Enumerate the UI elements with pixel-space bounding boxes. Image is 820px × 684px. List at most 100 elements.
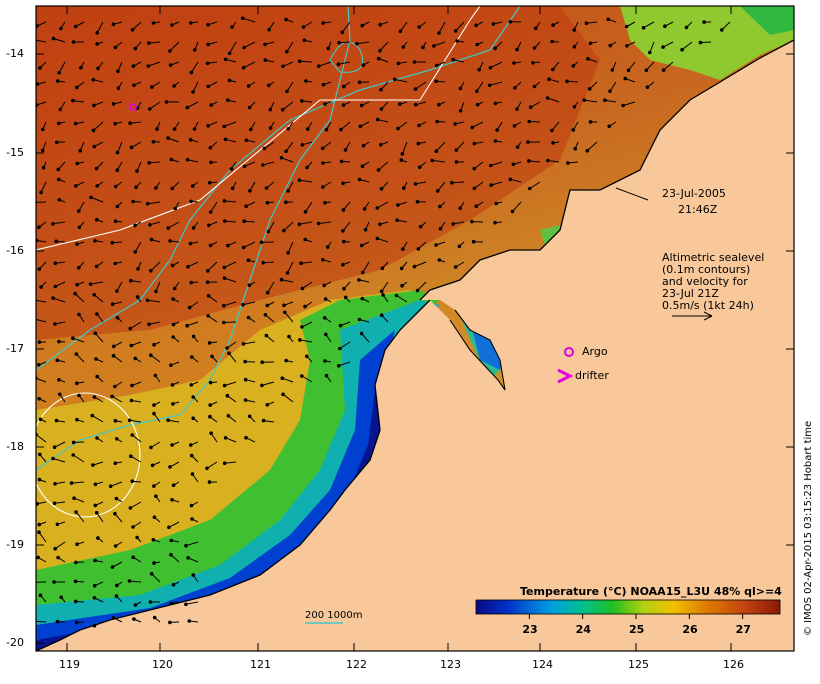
velocity-arrow-head — [208, 342, 211, 345]
velocity-arrow-head — [169, 50, 172, 53]
velocity-arrow-head — [285, 150, 288, 153]
velocity-arrow-head — [224, 437, 227, 440]
velocity-arrow-head — [454, 30, 457, 33]
velocity-arrow-head — [287, 190, 290, 193]
velocity-arrow-head — [512, 163, 515, 166]
velocity-arrow-head — [156, 128, 159, 131]
velocity-arrow-head — [583, 99, 586, 102]
datetime-time: 21:46Z — [678, 204, 717, 216]
velocity-arrow-head — [223, 384, 226, 387]
velocity-arrow-head — [649, 51, 652, 54]
velocity-arrow-head — [132, 200, 135, 203]
velocity-arrow-head — [402, 46, 405, 49]
datetime-date: 23-Jul-2005 — [662, 188, 726, 200]
velocity-arrow-head — [174, 207, 177, 210]
velocity-arrow-head — [129, 507, 132, 510]
velocity-arrow-head — [56, 523, 59, 526]
velocity-arrow-head — [112, 23, 115, 26]
velocity-arrow-head — [228, 52, 231, 55]
velocity-arrow-head — [642, 26, 645, 29]
velocity-arrow-head — [207, 295, 210, 298]
velocity-arrow-head — [111, 241, 114, 244]
velocity-arrow-head — [54, 262, 57, 265]
velocity-arrow-head — [173, 85, 176, 88]
velocity-arrow-head — [362, 271, 365, 274]
velocity-arrow-head — [566, 80, 569, 83]
velocity-arrow-head — [210, 104, 213, 107]
bathymetry-legend-label: 200 1000m — [305, 610, 362, 622]
velocity-arrow-head — [147, 65, 150, 68]
velocity-arrow-head — [96, 437, 99, 440]
velocity-arrow-head — [38, 523, 41, 526]
lon-label: 126 — [723, 658, 744, 671]
velocity-arrow-head — [471, 126, 474, 129]
velocity-arrow-head — [342, 230, 345, 233]
velocity-arrow-head — [401, 284, 404, 287]
velocity-arrow-head — [172, 336, 175, 339]
velocity-arrow-head — [148, 323, 151, 326]
velocity-arrow-head — [53, 502, 56, 505]
velocity-arrow-head — [395, 294, 398, 297]
velocity-arrow-head — [325, 333, 328, 336]
velocity-arrow-head — [573, 106, 576, 109]
velocity-arrow-head — [458, 245, 461, 248]
velocity-arrow-head — [344, 149, 347, 152]
velocity-arrow-head — [207, 315, 210, 318]
velocity-arrow-head — [516, 48, 519, 51]
velocity-arrow-head — [509, 21, 512, 24]
velocity-arrow-head — [76, 86, 79, 89]
velocity-arrow-head — [186, 106, 189, 109]
velocity-arrow-head — [190, 22, 193, 25]
velocity-arrow-head — [223, 321, 226, 324]
velocity-arrow-head — [299, 339, 302, 342]
velocity-arrow-head — [92, 78, 95, 81]
velocity-arrow-head — [262, 261, 265, 264]
velocity-arrow-head — [339, 347, 342, 350]
velocity-arrow-head — [322, 259, 325, 262]
velocity-arrow-head — [223, 125, 226, 128]
velocity-arrow-head — [572, 129, 575, 132]
velocity-arrow-head — [169, 466, 172, 469]
velocity-arrow-head — [134, 357, 137, 360]
velocity-arrow-head — [91, 414, 94, 417]
velocity-arrow-head — [281, 108, 284, 111]
velocity-arrow-head — [170, 553, 173, 556]
velocity-arrow-head — [376, 118, 379, 121]
velocity-arrow-head — [397, 204, 400, 207]
velocity-arrow-head — [114, 385, 117, 388]
velocity-arrow-head — [587, 58, 590, 61]
velocity-arrow-head — [266, 291, 269, 294]
velocity-arrow-head — [75, 185, 78, 188]
velocity-arrow-head — [131, 29, 134, 32]
velocity-arrow-head — [155, 187, 158, 190]
velocity-arrow-head — [58, 71, 61, 74]
velocity-arrow-head — [53, 581, 56, 584]
colorbar-tick-label: 25 — [629, 623, 644, 636]
velocity-arrow-head — [129, 122, 132, 125]
velocity-arrow-head — [207, 24, 210, 27]
velocity-arrow-head — [133, 84, 136, 87]
velocity-arrow-head — [165, 101, 168, 104]
velocity-arrow-head — [130, 344, 133, 347]
velocity-arrow-head — [59, 108, 62, 111]
velocity-arrow-head — [494, 47, 497, 50]
velocity-arrow-head — [358, 81, 361, 84]
velocity-arrow-head — [513, 125, 516, 128]
velocity-arrow-head — [173, 287, 176, 290]
velocity-arrow-head — [70, 482, 73, 485]
velocity-arrow-head — [209, 415, 212, 418]
velocity-arrow-head — [342, 182, 345, 185]
velocity-arrow-head — [247, 316, 250, 319]
velocity-arrow-head — [93, 597, 96, 600]
velocity-arrow-head — [380, 290, 383, 293]
velocity-arrow-head — [513, 62, 516, 65]
velocity-arrow-head — [56, 620, 59, 623]
velocity-arrow-head — [93, 625, 96, 628]
velocity-arrow-head — [223, 462, 226, 465]
velocity-arrow-head — [381, 267, 384, 270]
velocity-arrow-head — [52, 297, 55, 300]
lat-label: -15 — [6, 146, 24, 159]
velocity-arrow-head — [94, 504, 97, 507]
velocity-arrow-head — [473, 167, 476, 170]
velocity-arrow-head — [364, 228, 367, 231]
